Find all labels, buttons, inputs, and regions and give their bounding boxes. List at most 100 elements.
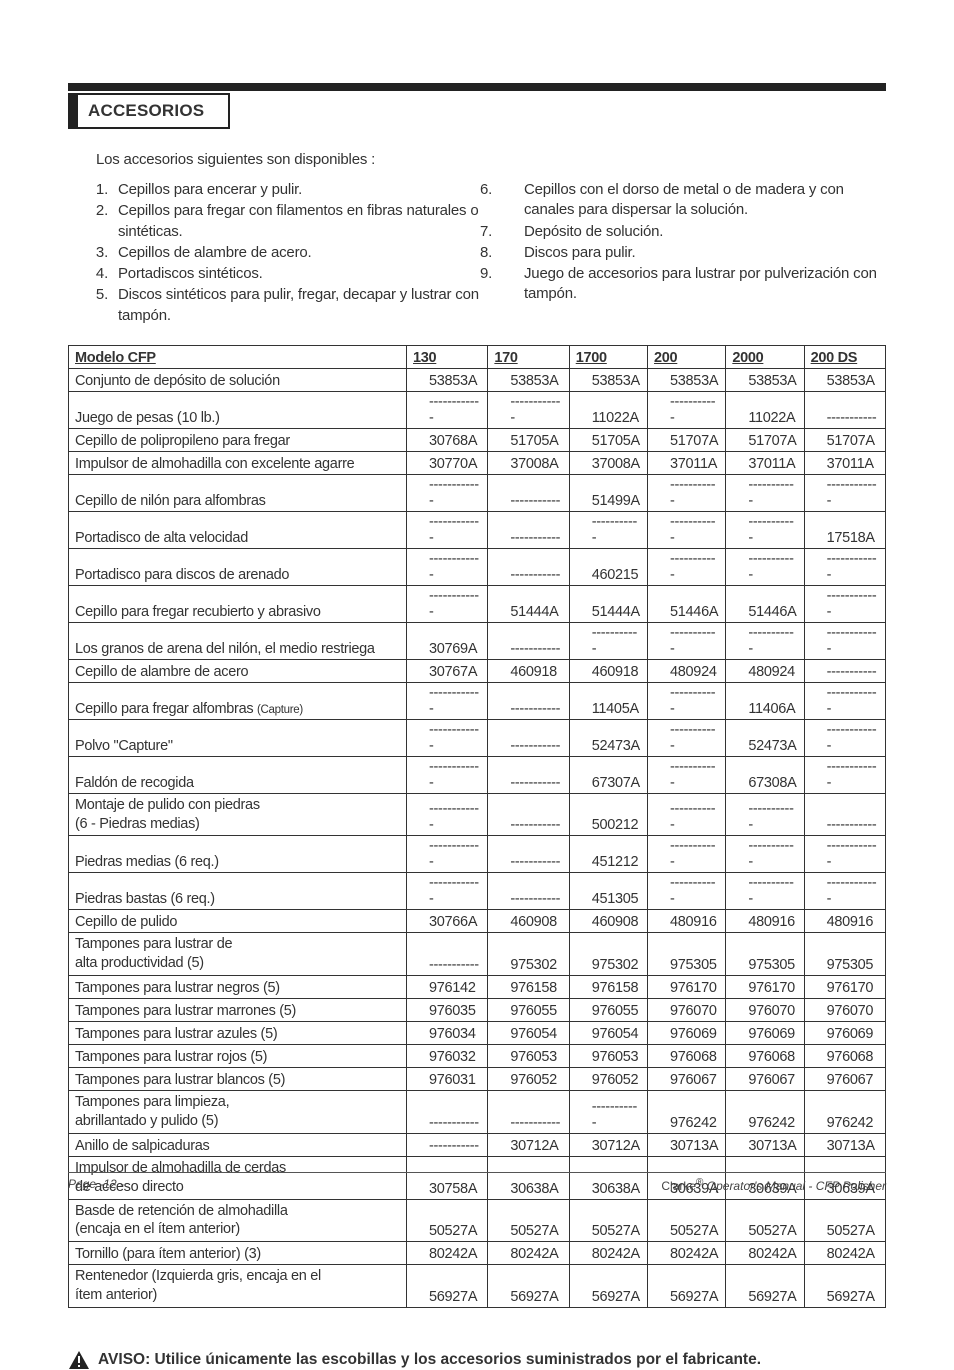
table-row: Cepillo para fregar recubierto y abrasiv…	[69, 585, 886, 622]
row-value: 976052	[569, 1068, 647, 1091]
row-value: 80242A	[569, 1242, 647, 1265]
row-value: -----------	[648, 474, 726, 511]
row-value: -----------	[569, 511, 647, 548]
row-value: -----------	[726, 548, 804, 585]
row-value: 976052	[488, 1068, 569, 1091]
row-value: 80242A	[648, 1242, 726, 1265]
row-value: -----------	[488, 1091, 569, 1134]
row-value: 976067	[648, 1068, 726, 1091]
row-value: -----------	[407, 1133, 488, 1156]
row-value: 30770A	[407, 451, 488, 474]
row-value: 53853A	[726, 368, 804, 391]
row-value: ------------	[804, 682, 885, 719]
top-bar	[68, 83, 886, 91]
row-value: -----------	[488, 511, 569, 548]
row-value: 976242	[726, 1091, 804, 1134]
row-value: ------------	[407, 548, 488, 585]
row-value: 17518A	[804, 511, 885, 548]
row-desc: Basde de retención de almohadilla(encaja…	[69, 1199, 407, 1242]
row-value: -----------	[648, 793, 726, 836]
list-item: Cepillos de alambre de acero.	[112, 243, 480, 263]
row-value: -----------	[488, 719, 569, 756]
row-desc: Montaje de pulido con piedras(6 - Piedra…	[69, 793, 407, 836]
row-value: 976070	[804, 999, 885, 1022]
row-value: -----------	[569, 1091, 647, 1134]
row-desc: Tampones para lustrar dealta productivid…	[69, 933, 407, 976]
table-row: Tampones para lustrar dealta productivid…	[69, 933, 886, 976]
row-value: 51446A	[648, 585, 726, 622]
row-value: ------------	[804, 756, 885, 793]
row-value: 976031	[407, 1068, 488, 1091]
col-header: 200 DS	[804, 345, 885, 368]
row-value: 67307A	[569, 756, 647, 793]
row-value: 460918	[488, 659, 569, 682]
col-header: 1700	[569, 345, 647, 368]
row-value: -----------	[726, 793, 804, 836]
table-row: Tampones para lustrar rojos (5)976032976…	[69, 1045, 886, 1068]
row-value: 976053	[488, 1045, 569, 1068]
row-value: 50527A	[488, 1199, 569, 1242]
row-value: 30713A	[804, 1133, 885, 1156]
row-desc: Los granos de arena del nilón, el medio …	[69, 622, 407, 659]
row-value: 451212	[569, 836, 647, 873]
table-row: Tampones para lustrar negros (5)97614297…	[69, 976, 886, 999]
row-value: 11022A	[569, 391, 647, 428]
row-value: 11022A	[726, 391, 804, 428]
accessory-list-right: Cepillos con el dorso de metal o de made…	[496, 180, 886, 305]
table-row: Piedras bastas (6 req.)-----------------…	[69, 873, 886, 910]
row-value: 53853A	[407, 368, 488, 391]
row-value: ------------	[407, 873, 488, 910]
table-row: Faldón de recogida----------------------…	[69, 756, 886, 793]
row-value: 51707A	[648, 428, 726, 451]
list-item: Depósito de solución.	[496, 222, 886, 242]
row-value: -----------	[569, 622, 647, 659]
row-value: -----------	[648, 391, 726, 428]
table-row: Tornillo (para ítem anterior) (3)80242A8…	[69, 1242, 886, 1265]
row-value: -----------	[648, 719, 726, 756]
row-value: 80242A	[726, 1242, 804, 1265]
row-value: 80242A	[488, 1242, 569, 1265]
row-value: 976032	[407, 1045, 488, 1068]
row-value: 451305	[569, 873, 647, 910]
table-row: Tampones para lustrar blancos (5)9760319…	[69, 1068, 886, 1091]
row-value: 976054	[569, 1022, 647, 1045]
row-value: 51707A	[804, 428, 885, 451]
row-value: 37011A	[648, 451, 726, 474]
row-value: 976053	[569, 1045, 647, 1068]
row-desc: Faldón de recogida	[69, 756, 407, 793]
row-value: 480916	[804, 910, 885, 933]
row-value: 51705A	[569, 428, 647, 451]
row-value: 460918	[569, 659, 647, 682]
row-value: 37008A	[488, 451, 569, 474]
row-value: 500212	[569, 793, 647, 836]
row-desc: Cepillo para fregar alfombras (Capture)	[69, 682, 407, 719]
row-value: ------------	[407, 719, 488, 756]
row-value: 56927A	[648, 1265, 726, 1308]
table-row: Montaje de pulido con piedras(6 - Piedra…	[69, 793, 886, 836]
col-header-model: Modelo CFP	[69, 345, 407, 368]
row-value: 50527A	[648, 1199, 726, 1242]
col-header: 2000	[726, 345, 804, 368]
row-value: 976055	[488, 999, 569, 1022]
page-footer: Page -12 - Clarke® Operator's Manual - C…	[68, 1172, 886, 1193]
col-header: 170	[488, 345, 569, 368]
table-row: Cepillo de nilón para alfombras---------…	[69, 474, 886, 511]
row-value: 53853A	[569, 368, 647, 391]
list-item: Cepillos para fregar con filamentos en f…	[112, 201, 480, 242]
row-desc: Tampones para limpieza,abrillantado y pu…	[69, 1091, 407, 1134]
row-value: 976158	[488, 976, 569, 999]
row-value: 976068	[726, 1045, 804, 1068]
row-value: ------------	[804, 585, 885, 622]
row-value: 37008A	[569, 451, 647, 474]
row-value: 976170	[648, 976, 726, 999]
row-value: 480916	[648, 910, 726, 933]
table-row: Basde de retención de almohadilla(encaja…	[69, 1199, 886, 1242]
row-value: -----------	[648, 873, 726, 910]
row-value: 976054	[488, 1022, 569, 1045]
row-value: -----------	[407, 1091, 488, 1134]
row-value: -----------	[407, 933, 488, 976]
row-desc: Tampones para lustrar negros (5)	[69, 976, 407, 999]
row-value: -----------	[488, 873, 569, 910]
row-value: 51446A	[726, 585, 804, 622]
row-value: 976067	[726, 1068, 804, 1091]
